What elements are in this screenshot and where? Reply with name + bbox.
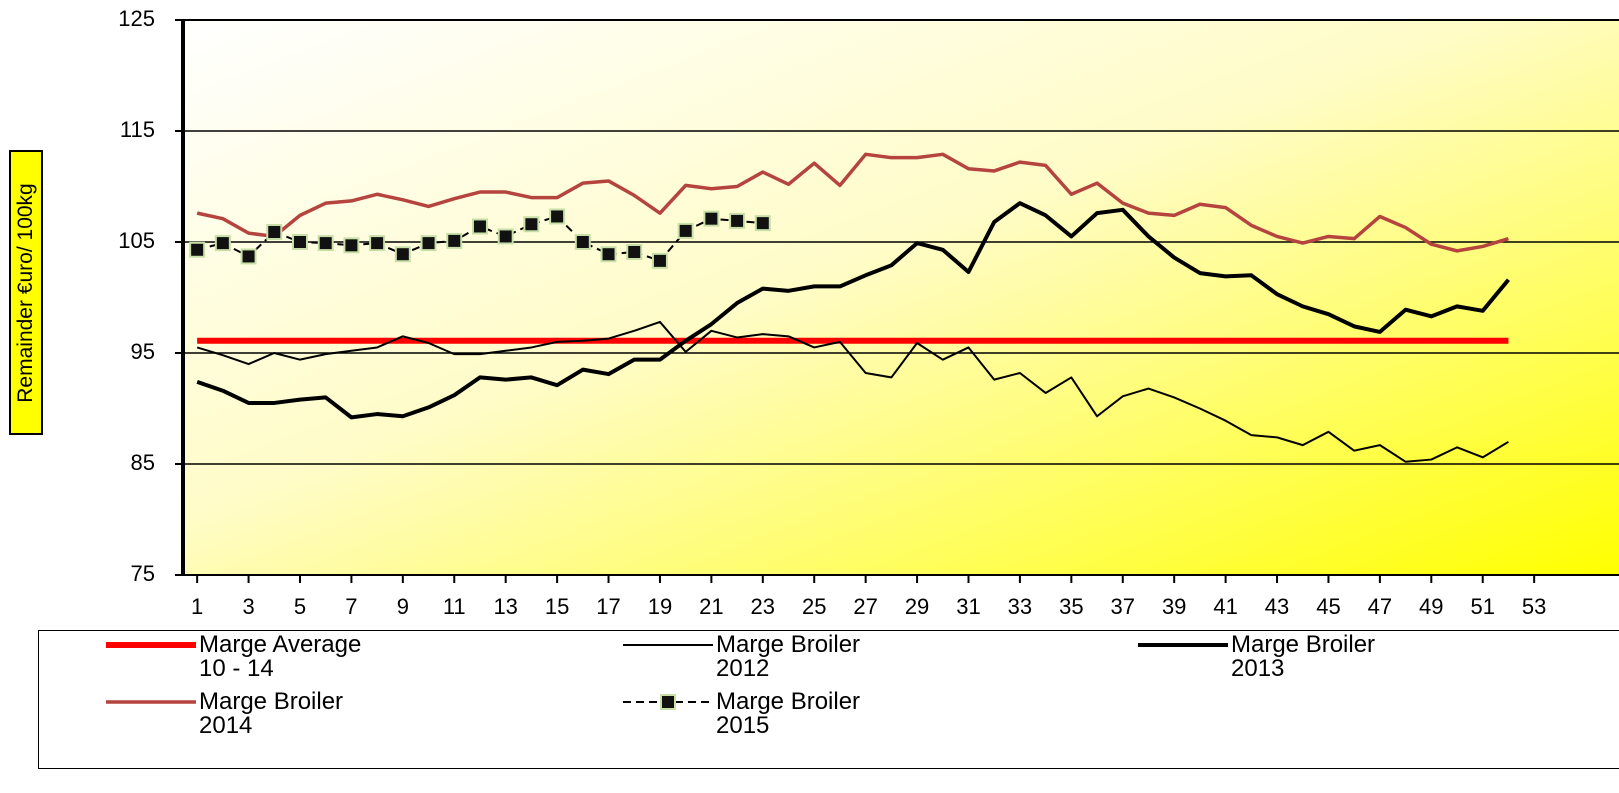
series-marker (317, 235, 334, 252)
x-tick-label: 5 (294, 594, 306, 619)
series-marker (471, 218, 488, 235)
legend-item: Marge Average 10 - 14 (104, 633, 387, 681)
x-tick-label: 13 (493, 594, 517, 619)
x-tick-label: 11 (443, 594, 466, 619)
x-tick-label: 39 (1162, 594, 1186, 619)
x-tick-label: 27 (853, 594, 877, 619)
series-marker (369, 235, 386, 252)
x-tick-label: 23 (751, 594, 775, 619)
x-tick-label: 51 (1470, 594, 1494, 619)
series-marker (420, 235, 437, 252)
y-tick-label: 85 (131, 450, 155, 475)
plot-area (183, 20, 1619, 575)
x-tick-label: 21 (699, 594, 723, 619)
legend-swatch (106, 700, 196, 704)
series-line (196, 201, 1510, 420)
series-marker (446, 232, 463, 249)
series-marker (291, 234, 308, 250)
x-tick-label: 3 (242, 594, 254, 619)
x-tick-label: 29 (905, 594, 929, 619)
series-marker (497, 228, 514, 245)
x-tick-label: 37 (1111, 594, 1135, 619)
legend-marker (660, 694, 676, 710)
series-marker (549, 208, 566, 225)
series-marker (240, 248, 257, 265)
x-tick-label: 49 (1419, 594, 1443, 619)
series-line (196, 215, 763, 262)
y-tick-label: 75 (131, 561, 155, 586)
series-marker (266, 224, 283, 241)
legend-item: Marge Broiler 2013 (1136, 633, 1419, 681)
x-tick-label: 15 (545, 594, 569, 619)
y-tick-label: 125 (118, 6, 155, 31)
legend-label: Marge Broiler 2013 (1231, 631, 1376, 682)
series-marker (703, 210, 720, 227)
legend-label: Marge Broiler 2012 (716, 631, 861, 682)
legend-label: Marge Broiler 2015 (716, 688, 861, 739)
series-marker (600, 246, 617, 263)
y-tick-label: 95 (131, 339, 155, 364)
legend-swatch (623, 694, 713, 710)
legend-item: Marge Broiler 2012 (621, 633, 904, 681)
series-marker (214, 235, 231, 252)
series-marker (626, 243, 643, 260)
legend: Marge Average 10 - 14 Marge Broiler 2012 M… (38, 630, 1619, 769)
x-tick-label: 17 (596, 594, 620, 619)
x-tick-label: 41 (1213, 594, 1237, 619)
y-tick-label: 115 (120, 117, 155, 142)
series-line (196, 320, 1509, 463)
x-tick-label: 31 (956, 594, 980, 619)
series-marker (574, 234, 591, 250)
x-tick-label: 25 (802, 594, 826, 619)
x-tick-label: 47 (1368, 594, 1392, 619)
series-marker (189, 241, 206, 258)
legend-item: Marge Broiler 2014 (104, 690, 387, 738)
legend-item: Marge Broiler 2015 (621, 690, 904, 738)
y-axis-label: Remainder €uro/ 100kg (14, 182, 37, 403)
x-tick-label: 43 (1265, 594, 1289, 619)
series-marker (394, 246, 411, 263)
legend-label: Marge Average 10 - 14 (199, 631, 362, 682)
series-marker (677, 222, 694, 239)
x-tick-label: 19 (648, 594, 672, 619)
x-tick-label: 45 (1316, 594, 1340, 619)
x-tick-label: 9 (397, 594, 409, 619)
legend-swatch (623, 644, 713, 646)
legend-label: Marge Broiler 2014 (199, 688, 344, 739)
x-tick-label: 33 (1008, 594, 1032, 619)
x-tick-label: 35 (1059, 594, 1083, 619)
series-marker (651, 252, 668, 269)
series-marker (343, 237, 360, 254)
x-tick-label: 1 (191, 594, 203, 619)
series-marker (523, 216, 540, 233)
legend-swatch (1138, 643, 1228, 647)
x-tick-label: 7 (345, 594, 357, 619)
y-tick-label: 105 (118, 228, 155, 253)
y-axis-label-box: Remainder €uro/ 100kg (9, 150, 43, 435)
series-marker (729, 212, 746, 229)
series-line (196, 152, 1509, 253)
series-marker (754, 215, 771, 232)
legend-swatch (106, 642, 196, 648)
x-tick-label: 53 (1522, 594, 1546, 619)
